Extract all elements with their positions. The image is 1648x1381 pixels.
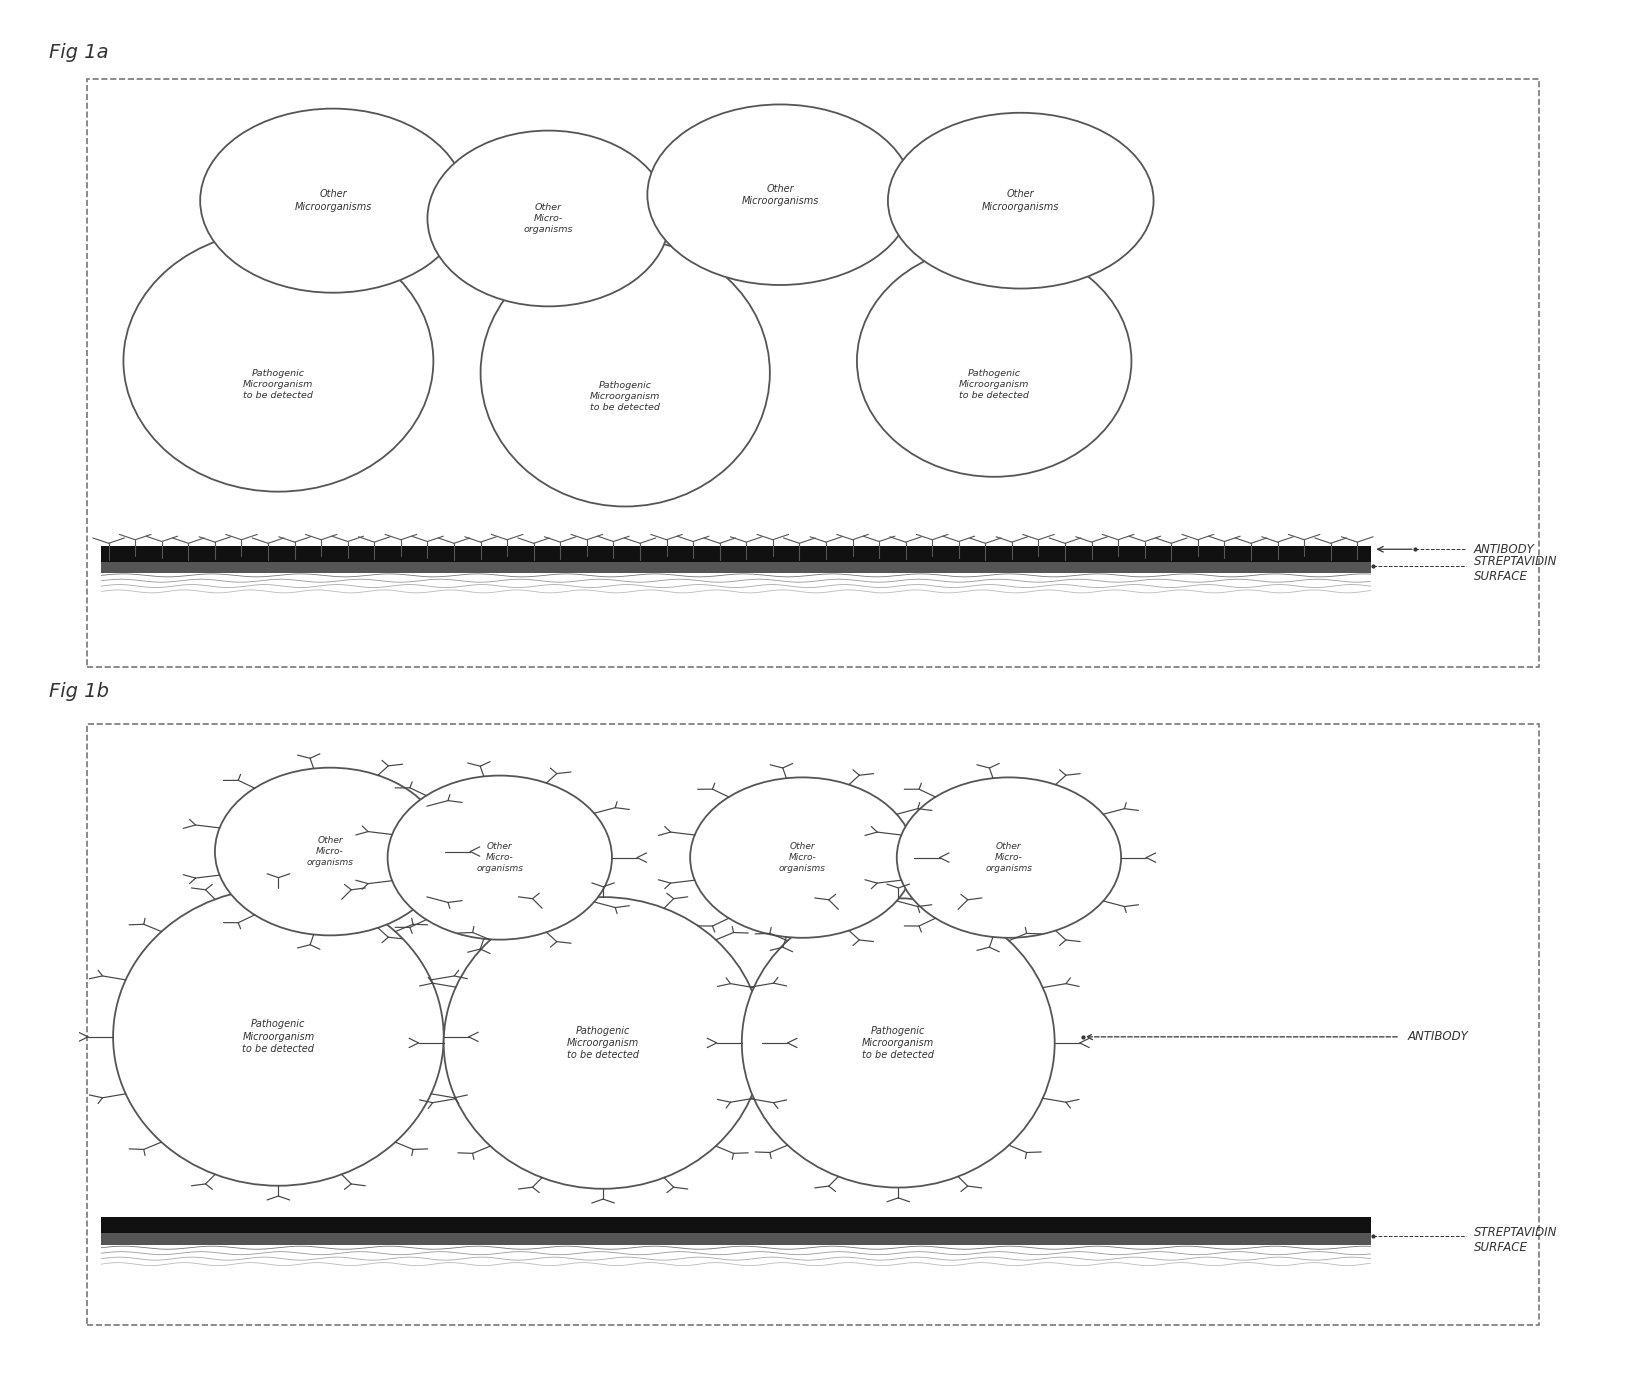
Text: STREPTAVIDIN
SURFACE: STREPTAVIDIN SURFACE: [1473, 555, 1556, 583]
FancyBboxPatch shape: [86, 79, 1538, 667]
Text: Fig 1a: Fig 1a: [49, 43, 109, 62]
Ellipse shape: [897, 778, 1121, 938]
Text: Pathogenic
Microorganism
to be detected: Pathogenic Microorganism to be detected: [590, 381, 659, 412]
Text: Pathogenic
Microorganism
to be detected: Pathogenic Microorganism to be detected: [862, 1026, 934, 1061]
Ellipse shape: [387, 776, 611, 939]
Ellipse shape: [648, 105, 913, 284]
Bar: [101, 562, 1369, 573]
Text: STREPTAVIDIN
SURFACE: STREPTAVIDIN SURFACE: [1473, 1226, 1556, 1254]
Ellipse shape: [887, 113, 1154, 289]
Text: Pathogenic
Microorganism
to be detected: Pathogenic Microorganism to be detected: [242, 369, 313, 400]
Ellipse shape: [742, 898, 1055, 1188]
Text: Other
Micro-
organisms: Other Micro- organisms: [986, 842, 1032, 873]
Ellipse shape: [443, 898, 761, 1189]
Text: Fig 1b: Fig 1b: [49, 682, 109, 702]
Ellipse shape: [114, 888, 443, 1186]
Text: Other
Micro-
organisms: Other Micro- organisms: [476, 842, 522, 873]
Text: Pathogenic
Microorganism
to be detected: Pathogenic Microorganism to be detected: [959, 369, 1028, 400]
Text: Other
Microorganisms: Other Microorganisms: [293, 189, 371, 211]
Ellipse shape: [857, 246, 1131, 476]
Text: Other
Microorganisms: Other Microorganisms: [982, 189, 1058, 211]
Ellipse shape: [124, 231, 433, 492]
Ellipse shape: [480, 239, 770, 507]
Ellipse shape: [691, 778, 915, 938]
Bar: [101, 547, 1369, 563]
Text: Other
Micro-
organisms: Other Micro- organisms: [307, 836, 353, 867]
Text: ANTIBODY: ANTIBODY: [1473, 543, 1534, 555]
Text: Other
Micro-
organisms: Other Micro- organisms: [778, 842, 826, 873]
Ellipse shape: [199, 109, 465, 293]
Ellipse shape: [214, 768, 445, 935]
Ellipse shape: [427, 131, 669, 307]
Text: Pathogenic
Microorganism
to be detected: Pathogenic Microorganism to be detected: [242, 1019, 315, 1054]
Text: Other
Micro-
organisms: Other Micro- organisms: [524, 203, 574, 233]
Text: Pathogenic
Microorganism
to be detected: Pathogenic Microorganism to be detected: [567, 1026, 639, 1061]
FancyBboxPatch shape: [86, 724, 1538, 1326]
Text: Other
Microorganisms: Other Microorganisms: [742, 184, 819, 206]
Bar: [101, 1217, 1369, 1235]
Bar: [101, 1233, 1369, 1246]
Text: ANTIBODY: ANTIBODY: [1407, 1030, 1467, 1044]
